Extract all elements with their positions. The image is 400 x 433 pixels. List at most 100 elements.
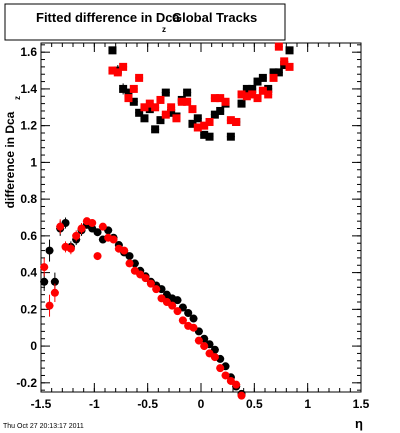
- data-point: [242, 92, 251, 101]
- data-point: [140, 103, 149, 112]
- x-tick-label: -1: [89, 397, 100, 411]
- data-point: [98, 222, 107, 231]
- data-point: [177, 97, 186, 106]
- data-point: [72, 231, 81, 240]
- data-point: [145, 105, 154, 114]
- data-point: [184, 309, 193, 318]
- y-tick-label: 0.4: [20, 266, 37, 280]
- data-point: [167, 108, 176, 117]
- data-point: [189, 323, 198, 332]
- data-point: [200, 121, 209, 130]
- y-axis-label-subscript: z: [13, 96, 22, 100]
- y-tick-label: 1.4: [20, 82, 37, 96]
- data-point: [205, 132, 214, 141]
- y-tick-label: 1: [30, 155, 37, 169]
- title-box: [4, 3, 286, 41]
- data-point: [45, 301, 54, 310]
- data-point: [216, 364, 225, 373]
- data-point: [120, 246, 129, 255]
- data-point: [210, 110, 219, 119]
- data-point: [135, 73, 144, 82]
- data-point: [109, 235, 118, 244]
- data-point: [168, 301, 177, 310]
- series-1: [40, 42, 294, 400]
- data-point: [119, 62, 128, 71]
- data-point: [129, 84, 138, 93]
- data-point: [210, 94, 219, 103]
- data-point: [172, 114, 181, 123]
- y-tick-label: 1.2: [20, 119, 37, 133]
- data-point: [40, 263, 49, 272]
- data-point: [285, 46, 294, 55]
- data-point: [66, 244, 75, 253]
- x-tick-label: 0: [198, 397, 205, 411]
- y-tick-label: 0.6: [20, 229, 37, 243]
- data-point: [77, 224, 86, 233]
- data-point: [88, 219, 97, 228]
- data-point: [124, 88, 133, 97]
- data-point: [183, 97, 192, 106]
- data-point: [173, 296, 182, 305]
- data-point: [232, 117, 241, 126]
- x-tick-label: 1: [304, 397, 311, 411]
- data-point: [264, 84, 273, 93]
- data-point: [151, 103, 160, 112]
- data-point: [226, 132, 235, 141]
- data-point: [167, 103, 176, 112]
- data-point: [193, 114, 202, 123]
- data-point: [50, 288, 59, 297]
- data-point: [193, 123, 202, 132]
- chart-title-suffix: Global Tracks: [172, 10, 257, 25]
- data-point: [93, 228, 102, 237]
- data-point: [40, 277, 49, 286]
- y-tick-label: 0: [30, 339, 37, 353]
- data-point: [45, 246, 54, 255]
- data-point: [210, 353, 219, 362]
- data-point: [264, 90, 273, 99]
- data-point: [248, 84, 257, 93]
- x-tick-label: 0.5: [246, 397, 263, 411]
- data-point: [248, 90, 257, 99]
- data-point: [145, 99, 154, 108]
- data-point: [269, 73, 278, 82]
- data-point: [151, 125, 160, 134]
- data-point: [237, 90, 246, 99]
- data-series-layer: [40, 42, 294, 400]
- data-point: [183, 88, 192, 97]
- data-point: [221, 371, 230, 380]
- y-axis-label: difference in Dca: [3, 111, 17, 208]
- data-point: [189, 314, 198, 323]
- y-tick-label: 0.8: [20, 192, 37, 206]
- data-point: [216, 94, 225, 103]
- data-point: [200, 130, 209, 139]
- data-point: [258, 73, 267, 82]
- x-tick-label: -1.5: [31, 397, 52, 411]
- y-tick-label: 1.6: [20, 45, 37, 59]
- data-point: [125, 259, 134, 268]
- data-point: [93, 252, 102, 261]
- data-point: [119, 84, 128, 93]
- data-point: [124, 94, 133, 103]
- data-point: [188, 105, 197, 114]
- data-point: [237, 391, 246, 400]
- data-point: [152, 285, 161, 294]
- chart-title: Fitted difference in Dca: [36, 10, 181, 25]
- data-point: [156, 116, 165, 125]
- footer-timestamp: Thu Oct 27 20:13:17 2011: [3, 423, 84, 430]
- data-point: [161, 110, 170, 119]
- data-point: [258, 86, 267, 95]
- x-axis-label: η: [355, 416, 363, 431]
- data-point: [135, 108, 144, 117]
- data-point: [269, 68, 278, 77]
- y-tick-label: -0.2: [16, 376, 37, 390]
- data-point: [161, 88, 170, 97]
- data-point: [274, 68, 283, 77]
- data-point: [226, 116, 235, 125]
- x-tick-label: 1.5: [353, 397, 370, 411]
- data-point: [108, 46, 117, 55]
- data-point: [56, 222, 65, 231]
- data-point: [274, 42, 283, 51]
- data-point: [242, 84, 251, 93]
- data-point: [253, 77, 262, 86]
